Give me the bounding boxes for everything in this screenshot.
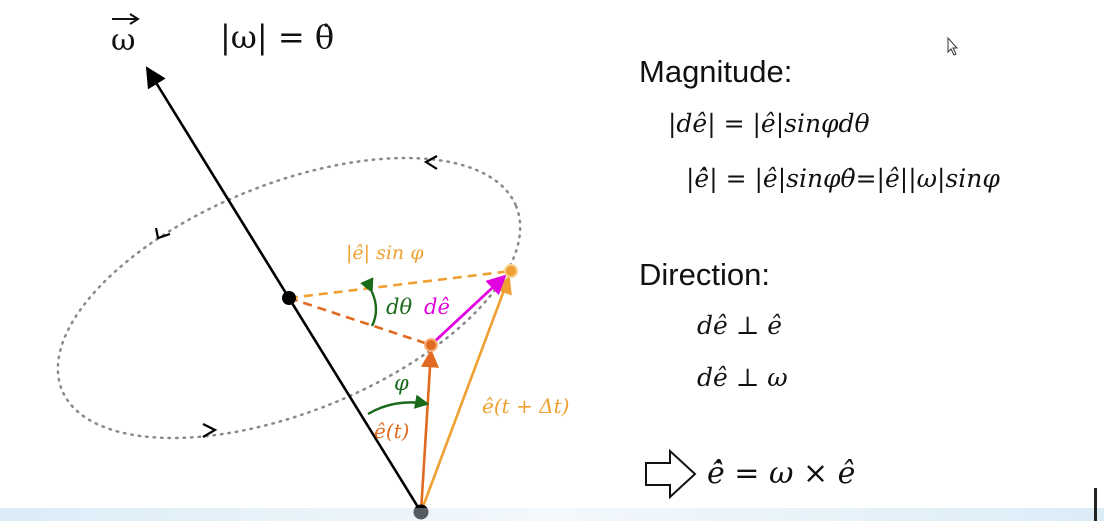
e-t-vector	[419, 349, 440, 513]
de-label: dê	[424, 295, 450, 319]
omega-label-arrow-head	[129, 13, 140, 25]
omega-label: ω	[111, 23, 135, 58]
e-t-dt-vector	[419, 275, 512, 513]
edge-bar	[1094, 488, 1097, 521]
magnitude-eq1: |dê| = |ê|sinφdθ	[668, 109, 870, 138]
direction-heading: Direction:	[639, 257, 770, 292]
phi-arc	[367, 394, 430, 416]
e-t-dt-tip-point	[504, 264, 518, 278]
omega-axis	[145, 66, 423, 513]
center-point	[282, 291, 296, 305]
implies-arrow-icon	[645, 448, 697, 500]
precession-circle	[56, 156, 522, 440]
magnitude-heading: Magnitude:	[639, 54, 793, 89]
direction-eq1: dê ⊥ ê	[697, 311, 782, 340]
e-t-tip-point	[424, 338, 438, 352]
radius-line-to-e	[288, 296, 432, 347]
e-t-label: ê(t)	[374, 419, 409, 443]
de-vector	[432, 274, 507, 345]
cursor-icon	[947, 36, 959, 56]
bottom-blur-strip	[0, 508, 1104, 521]
radius-line-to-tip	[288, 269, 512, 300]
direction-eq2: dê ⊥ ω	[697, 363, 788, 392]
e-t-dt-label: ê(t + Δt)	[482, 394, 569, 418]
ehat-sin-phi-label: |ê| sin φ	[346, 242, 424, 264]
dtheta-arc	[360, 277, 378, 327]
phi-label: φ	[394, 371, 409, 395]
ellipse-direction-arrow-bottom	[202, 423, 218, 438]
result-equation: ė̂ = ω × ê	[707, 456, 856, 491]
ellipse-direction-arrow-top	[423, 155, 438, 170]
dtheta-label: dθ	[386, 295, 412, 319]
ellipse-direction-arrow-left	[154, 227, 171, 240]
omega-magnitude: |ω| = θ̇	[220, 18, 334, 56]
magnitude-eq2: |ė̂| = |ê|sinφθ̇=|ê||ω|sinφ	[686, 164, 1000, 193]
